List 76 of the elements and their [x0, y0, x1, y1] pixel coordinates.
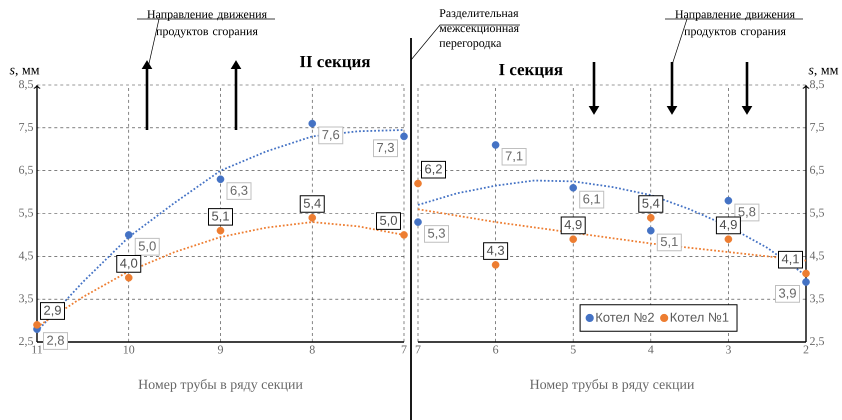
point — [569, 235, 577, 243]
data-label: 2,8 — [47, 336, 64, 346]
y-tick-label: 6,5 — [810, 166, 824, 176]
point — [724, 235, 732, 243]
data-label: 5,3 — [428, 228, 445, 240]
point — [414, 218, 422, 226]
x-tick-label: 3 — [726, 346, 731, 354]
point — [647, 226, 655, 234]
legend-label: Котел №2 — [596, 312, 654, 322]
x-tick-label: 2 — [804, 346, 808, 354]
data-label: 5,0 — [380, 216, 397, 226]
y-tick-label: 5,5 — [810, 208, 824, 218]
x-tick-label: 7 — [416, 346, 421, 354]
data-label: 5,1 — [660, 237, 678, 248]
text: Разделительная межсекционная перегородка — [439, 9, 519, 50]
x-tick-label: 9 — [218, 346, 223, 354]
data-label: 4,0 — [120, 258, 138, 270]
x-tick-label: 6 — [493, 346, 498, 354]
data-label: 7,6 — [322, 130, 340, 141]
y-axis-title: s, мм — [10, 68, 40, 76]
point — [400, 132, 408, 140]
chart-title: I секция — [499, 64, 563, 78]
y-tick-label: 3,5 — [810, 294, 824, 304]
x-tick-label: 4 — [648, 346, 654, 354]
point — [216, 175, 224, 184]
data-label: 5,4 — [642, 198, 660, 210]
y-tick-label: 4,5 — [810, 251, 824, 262]
y-tick-label: 4,5 — [18, 251, 34, 262]
y-tick-label: 2,5 — [810, 337, 824, 347]
point — [647, 214, 655, 222]
point — [400, 231, 408, 239]
point — [124, 274, 133, 282]
data-label: 5,0 — [138, 241, 156, 252]
data-label: 3,9 — [778, 288, 796, 300]
x-tick-label: 5 — [570, 346, 576, 354]
point — [802, 278, 810, 286]
point — [492, 261, 500, 269]
data-label: 6,2 — [425, 164, 442, 176]
x-tick-label: 8 — [310, 346, 315, 354]
point — [492, 141, 500, 149]
data-label: 4,9 — [564, 220, 582, 231]
data-label: 5,4 — [304, 198, 321, 210]
y-tick-label: 7,5 — [19, 123, 34, 133]
data-label: 5,1 — [212, 212, 229, 222]
data-label: 5,8 — [738, 207, 756, 218]
y-tick-label: 3,5 — [19, 294, 34, 304]
y-tick-label: 7,5 — [810, 123, 824, 133]
y-tick-label: 8,5 — [810, 80, 824, 90]
x-tick-label: 10 — [124, 346, 134, 354]
point — [308, 214, 316, 222]
x-tick-label: 11 — [32, 346, 42, 354]
y-tick-label: 2,5 — [19, 337, 34, 347]
y-axis-title: s, мм — [808, 68, 838, 76]
point — [569, 184, 577, 192]
data-label: 6,3 — [230, 186, 248, 196]
legend-label: Котел №1 — [670, 312, 728, 322]
x-axis-title: Номер трубы в ряду секции — [138, 378, 303, 392]
data-label: 4,3 — [486, 246, 504, 256]
data-label: 4,1 — [782, 254, 799, 265]
data-label: 2,9 — [44, 306, 61, 316]
data-label: 6,1 — [583, 194, 600, 205]
data-label: 7,1 — [506, 151, 522, 162]
point — [414, 180, 422, 188]
point — [308, 120, 316, 128]
point — [216, 226, 224, 234]
x-tick-label: 7 — [402, 346, 407, 354]
x-axis-title: Номер трубы в ряду секции — [530, 378, 694, 392]
y-tick-label: 6,5 — [19, 166, 34, 176]
point — [33, 321, 41, 329]
point — [802, 270, 810, 278]
y-tick-label: 8,5 — [18, 80, 34, 90]
point — [124, 231, 133, 239]
point — [724, 196, 732, 204]
y-tick-label: 5,5 — [19, 208, 34, 218]
data-label: 7,3 — [377, 142, 394, 154]
chart-title: II секция — [300, 56, 370, 70]
